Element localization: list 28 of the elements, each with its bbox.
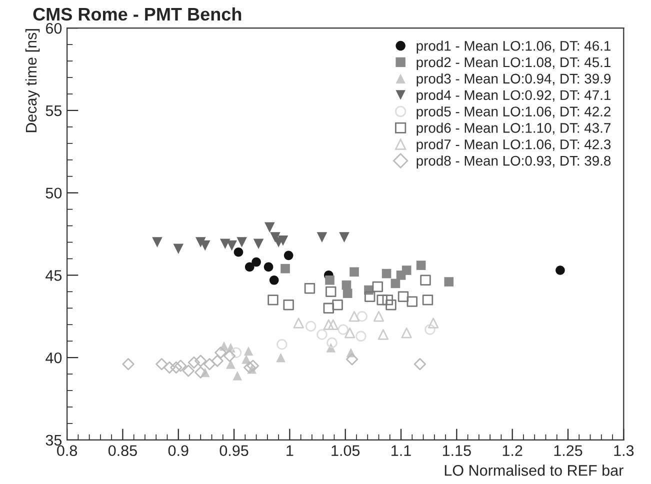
x-tick-label: 1.3	[614, 445, 634, 456]
y-tick-label: 60	[46, 22, 62, 34]
legend-label: prod1 - Mean LO:1.06, DT: 46.1	[416, 40, 610, 54]
legend-label: prod3 - Mean LO:0.94, DT: 39.9	[416, 73, 611, 86]
x-tick-label: 1	[286, 445, 294, 456]
legend-label: prod5 - Mean LO:1.06, DT: 42.2	[416, 106, 610, 120]
y-tick-label: 50	[46, 188, 62, 199]
y-tick-label: 35	[46, 434, 62, 446]
legend-label: prod7 - Mean LO:1.06, DT: 42.3	[416, 139, 611, 152]
x-tick-label: 0.8	[57, 445, 78, 456]
y-tick-label: 40	[46, 352, 62, 364]
x-tick-label: 1.2	[502, 445, 522, 456]
x-tick-label: 0.95	[220, 445, 248, 456]
x-axis-title: LO Normalised to REF bar	[444, 464, 624, 476]
legend-label: prod4 - Mean LO:0.92, DT: 47.1	[416, 90, 610, 103]
x-tick-label: 1.1	[392, 445, 411, 456]
y-tick-label: 45	[46, 270, 62, 281]
x-tick-label: 1.15	[442, 445, 471, 456]
x-tick-label: 0.9	[168, 445, 188, 456]
x-tick-label: 1.05	[332, 445, 360, 456]
legend-label: prod2 - Mean LO:1.08, DT: 45.1	[416, 56, 610, 70]
chart-title: CMS Rome - PMT Bench	[33, 7, 242, 21]
y-tick-label: 55	[46, 105, 62, 116]
y-axis-title: Decay time [ns]	[25, 29, 40, 132]
legend-label: prod6 - Mean LO:1.10, DT: 43.7	[416, 122, 610, 136]
x-tick-label: 0.85	[108, 445, 137, 456]
x-tick-label: 1.25	[554, 445, 582, 456]
legend-label: prod8 - Mean LO:0.93, DT: 39.8	[416, 156, 611, 168]
